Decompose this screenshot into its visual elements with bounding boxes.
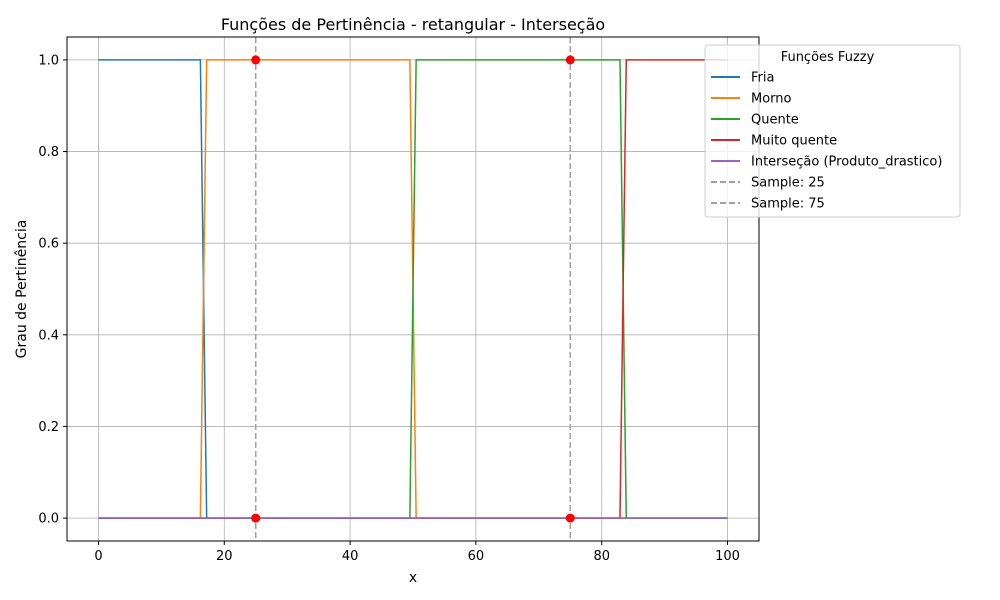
chart-title: Funções de Pertinência - retangular - In… — [221, 15, 605, 34]
legend-item: Quente — [711, 113, 799, 128]
x-tick-label: 20 — [216, 549, 233, 564]
x-tick-label: 60 — [468, 549, 485, 564]
legend-label: Muito quente — [751, 134, 837, 149]
y-tick-label: 0.4 — [38, 328, 59, 343]
data-layer — [98, 37, 728, 541]
legend-item: Morno — [711, 92, 792, 107]
y-tick-label: 0.0 — [38, 512, 59, 527]
legend-box — [704, 44, 961, 218]
legend-title: Funções Fuzzy — [781, 50, 875, 65]
tick-layer: 0 20 40 60 80 100 0.0 0.2 0.4 0.6 0.8 1.0 — [38, 53, 740, 564]
legend-item: Interseção (Produto_drastico) — [711, 155, 942, 170]
y-tick-label: 1.0 — [38, 53, 59, 68]
legend-label: Sample: 25 — [751, 176, 825, 191]
x-tick-label: 100 — [715, 549, 740, 564]
y-tick-label: 0.6 — [38, 237, 59, 252]
legend-item: Fria — [711, 71, 774, 86]
y-tick-label: 0.8 — [38, 145, 59, 160]
legend-label: Interseção (Produto_drastico) — [751, 155, 942, 170]
legend: Funções Fuzzy Fria Morno Quente Muito quent… — [704, 44, 961, 218]
legend-label: Sample: 75 — [751, 197, 825, 212]
x-tick-label: 40 — [342, 549, 359, 564]
marker-point-1 — [251, 513, 261, 523]
x-axis-title: x — [409, 570, 417, 586]
y-axis-title: Grau de Pertinência — [14, 220, 30, 359]
legend-item: Muito quente — [711, 134, 837, 149]
legend-label: Morno — [751, 92, 792, 107]
legend-items: Fria Morno Quente Muito quente Interseção (P… — [711, 71, 942, 212]
marker-point-3 — [565, 513, 575, 523]
marker-point-0 — [251, 55, 261, 65]
plot-frame — [66, 36, 760, 542]
x-tick-label: 80 — [593, 549, 610, 564]
legend-item: Sample: 25 — [711, 176, 825, 191]
legend-label: Fria — [751, 71, 774, 86]
marker-point-2 — [565, 55, 575, 65]
legend-item: Sample: 75 — [711, 197, 825, 212]
series-line-2 — [98, 59, 728, 519]
x-tick-label: 0 — [94, 549, 102, 564]
y-tick-label: 0.2 — [38, 420, 59, 435]
legend-label: Quente — [751, 113, 799, 128]
